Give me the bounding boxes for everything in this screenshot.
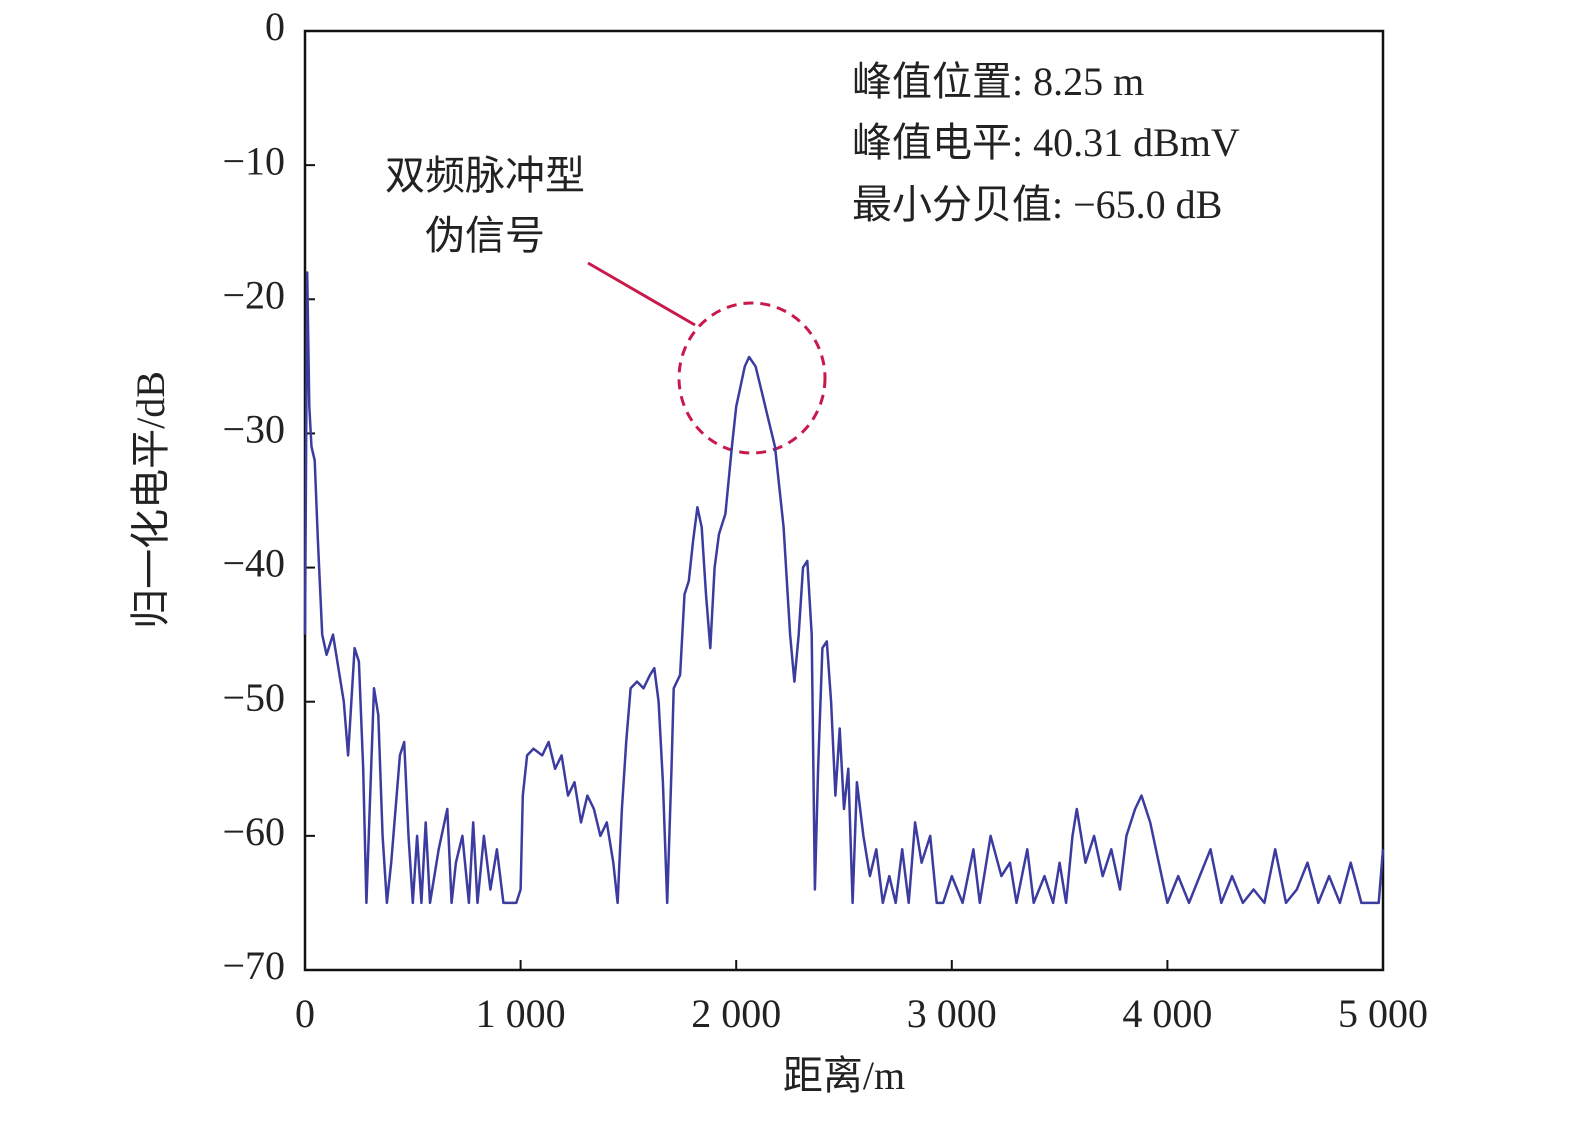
y-tick-label: −20 <box>222 272 285 317</box>
x-tick-label: 2 000 <box>691 991 781 1036</box>
callout-circle <box>677 301 827 455</box>
callout-pointer <box>587 261 696 327</box>
y-tick-label: −50 <box>222 675 285 720</box>
annotation: 最小分贝值: −65.0 dB <box>852 182 1222 227</box>
callout-text: 双频脉冲型 <box>385 153 585 198</box>
y-tick-label: −30 <box>222 407 285 452</box>
y-tick-label: 0 <box>265 4 285 49</box>
x-tick-label: 3 000 <box>907 991 997 1036</box>
x-tick-label: 4 000 <box>1122 991 1212 1036</box>
annotation: 峰值电平: 40.31 dBmV <box>852 120 1240 165</box>
x-tick-label: 5 000 <box>1338 991 1428 1036</box>
y-tick-label: −10 <box>222 138 285 183</box>
x-tick-label: 1 000 <box>476 991 566 1036</box>
y-tick-label: −70 <box>222 943 285 988</box>
x-tick-label: 0 <box>295 991 315 1036</box>
y-tick-label: −60 <box>222 809 285 854</box>
callout-text: 伪信号 <box>425 213 545 258</box>
x-axis-label: 距离/m <box>783 1053 905 1098</box>
y-axis-label: 归一化电平/dB <box>128 371 173 629</box>
annotation: 峰值位置: 8.25 m <box>852 59 1144 104</box>
data-line <box>303 271 1385 905</box>
y-tick-label: −40 <box>222 541 285 586</box>
